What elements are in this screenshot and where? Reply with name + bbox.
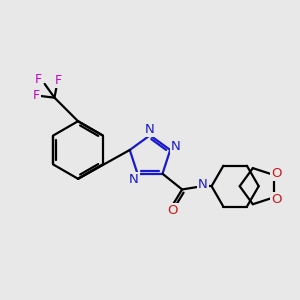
Text: F: F	[55, 74, 62, 87]
Text: N: N	[171, 140, 180, 152]
Text: O: O	[272, 167, 282, 180]
Text: O: O	[167, 204, 178, 217]
Text: F: F	[33, 89, 40, 102]
Text: N: N	[145, 123, 154, 136]
Text: N: N	[129, 173, 138, 186]
Text: O: O	[272, 193, 282, 206]
Text: N: N	[198, 178, 208, 191]
Text: F: F	[35, 73, 42, 85]
